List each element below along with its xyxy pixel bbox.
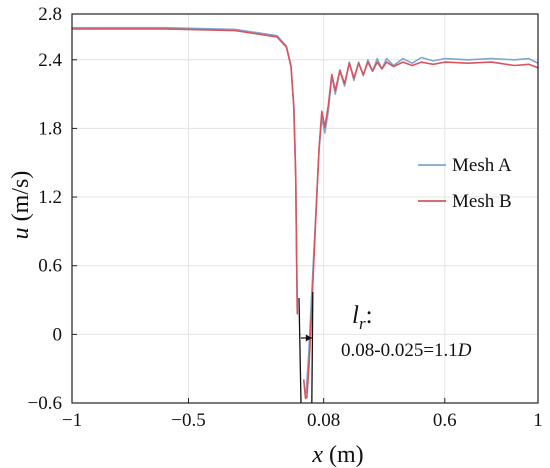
lr-arrowhead xyxy=(305,334,312,342)
x-axis-var: x xyxy=(311,442,323,468)
lr-formula-var: D xyxy=(457,340,472,361)
x-axis-label: x (m) xyxy=(311,442,363,468)
x-tick-label: −1 xyxy=(62,410,82,431)
legend: Mesh A Mesh B xyxy=(418,155,512,212)
ticks: −1 −0.5 0.08 0.6 1 −0.6 0 0.6 1.2 1.8 2.4 2.8 xyxy=(28,4,543,431)
y-tick-label: 2.8 xyxy=(38,4,62,25)
reattachment-marker-right xyxy=(311,291,314,404)
lr-formula: 0.08-0.025=1.1D xyxy=(341,340,472,361)
reattachment-marker-left xyxy=(298,297,302,404)
lr-formula-text: 0.08-0.025=1.1 xyxy=(341,340,458,361)
lr-subscript: r xyxy=(359,314,366,333)
legend-label-mesh-a: Mesh A xyxy=(452,155,512,176)
y-tick-label: −0.6 xyxy=(28,393,62,414)
y-axis-unit: (m/s) xyxy=(8,171,34,228)
series-layer xyxy=(71,26,539,400)
lr-label: lr: xyxy=(352,302,373,333)
lr-symbol: l xyxy=(352,302,359,329)
lr-colon: : xyxy=(366,302,373,329)
y-tick-label: 1.8 xyxy=(38,118,62,139)
y-axis-label: u (m/s) xyxy=(8,171,34,240)
y-tick-label: 2.4 xyxy=(38,50,62,71)
x-tick-label: 0.6 xyxy=(433,410,457,431)
x-tick-label: 0.08 xyxy=(307,410,340,431)
plot-frame xyxy=(71,13,539,404)
x-axis-unit: (m) xyxy=(323,442,364,468)
series-line-mesh-b xyxy=(71,28,299,315)
legend-label-mesh-b: Mesh B xyxy=(452,191,512,212)
y-tick-label: 1.2 xyxy=(38,187,62,208)
x-tick-label: 1 xyxy=(533,410,543,431)
annotation-layer xyxy=(298,291,314,404)
series-line-mesh-b xyxy=(302,61,539,400)
y-tick-label: 0.6 xyxy=(38,256,62,277)
x-tick-label: −0.5 xyxy=(171,410,205,431)
y-axis-var: u xyxy=(8,227,34,239)
y-tick-label: 0 xyxy=(53,324,63,345)
